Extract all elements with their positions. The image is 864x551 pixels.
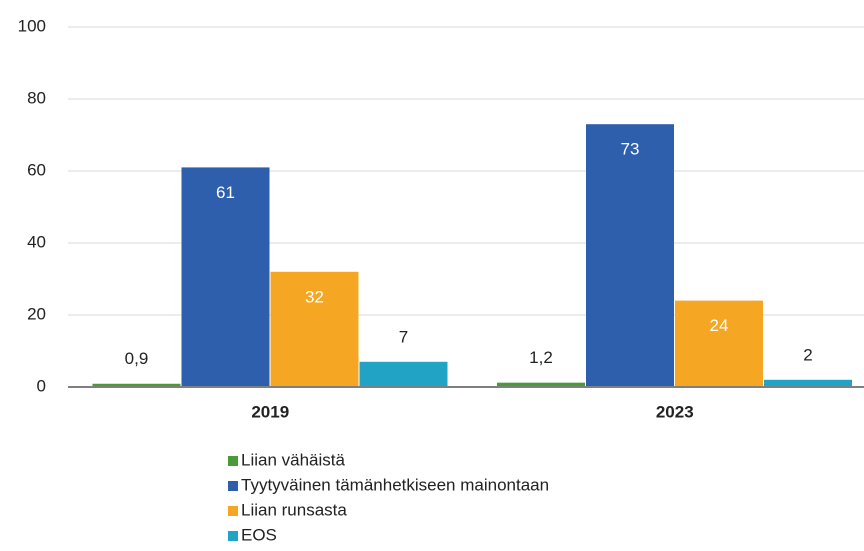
legend-label: Tyytyväinen tämänhetkiseen mainontaan [241, 475, 549, 494]
y-tick-label: 60 [27, 160, 46, 179]
bar [270, 271, 359, 387]
legend-swatch [228, 481, 238, 491]
bar [359, 361, 448, 387]
y-tick-label: 40 [27, 232, 46, 251]
legend-label: Liian runsasta [241, 500, 347, 519]
data-label: 1,2 [529, 348, 553, 367]
bar [586, 124, 674, 387]
y-tick-label: 80 [27, 88, 46, 107]
bar [181, 167, 270, 387]
y-tick-label: 0 [37, 376, 46, 395]
data-label: 0,9 [125, 349, 149, 368]
y-tick-label: 20 [27, 304, 46, 323]
data-label: 24 [710, 316, 729, 335]
y-tick-label: 100 [18, 16, 46, 35]
bar [92, 383, 181, 387]
x-tick-label: 2023 [656, 402, 694, 421]
data-label: 7 [399, 327, 408, 346]
legend-label: Liian vähäistä [241, 450, 346, 469]
data-label: 2 [803, 345, 812, 364]
bar [675, 300, 763, 387]
legend-label: EOS [241, 525, 277, 544]
legend-swatch [228, 506, 238, 516]
x-tick-label: 2019 [251, 402, 289, 421]
data-label: 32 [305, 287, 324, 306]
legend-swatch [228, 531, 238, 541]
data-label: 61 [216, 183, 235, 202]
data-label: 73 [621, 140, 640, 159]
bar [764, 379, 852, 387]
bar [497, 382, 585, 387]
legend-swatch [228, 456, 238, 466]
